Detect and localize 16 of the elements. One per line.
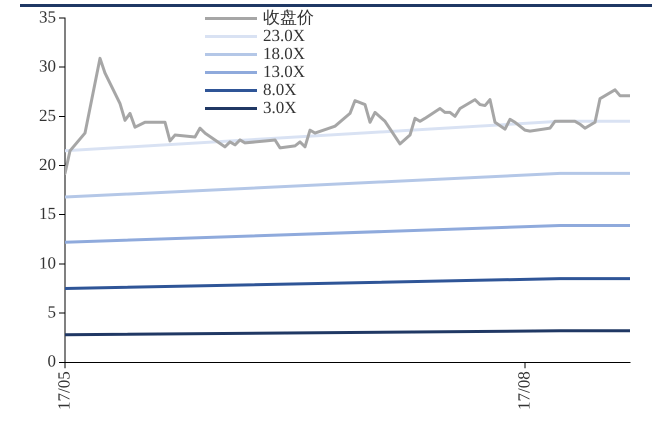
y-tick-label: 5 <box>48 302 56 322</box>
x-tick-label: 17/08 <box>514 371 534 410</box>
y-tick-label: 15 <box>39 204 56 224</box>
y-tick-label: 0 <box>48 352 56 371</box>
legend-label: 23.0X <box>263 26 306 45</box>
legend-label: 18.0X <box>263 44 306 63</box>
y-tick-label: 20 <box>39 155 56 174</box>
legend-label: 收盘价 <box>263 8 314 27</box>
legend-label: 8.0X <box>263 80 297 99</box>
legend-label: 3.0X <box>263 98 297 117</box>
y-tick-label: 25 <box>39 106 56 125</box>
y-tick-label: 30 <box>39 56 56 76</box>
y-tick-label: 10 <box>39 253 56 272</box>
x-tick-label: 17/05 <box>54 371 74 410</box>
legend-label: 13.0X <box>263 62 306 81</box>
y-tick-label: 35 <box>39 7 56 26</box>
